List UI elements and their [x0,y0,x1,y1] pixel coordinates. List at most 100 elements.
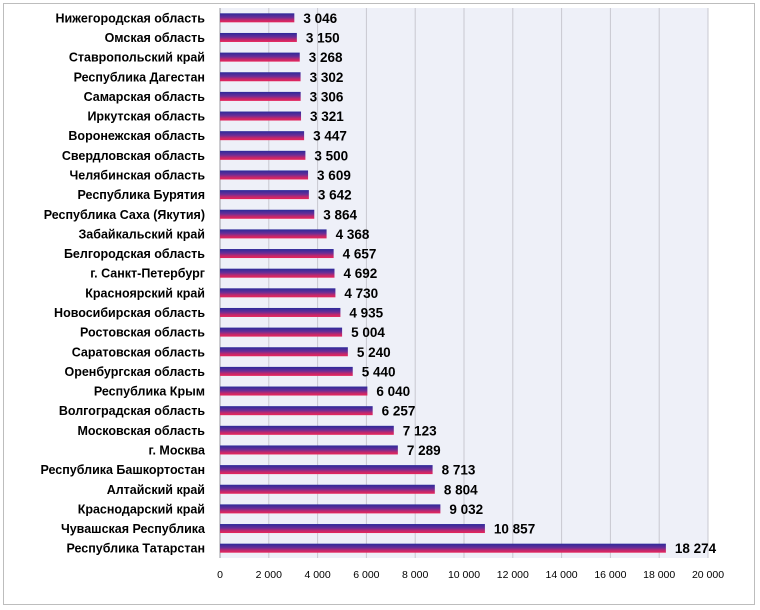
bar [220,504,441,514]
bar [220,543,666,553]
bar [220,386,368,396]
bar [220,524,485,534]
bar [220,13,295,23]
value-label: 8 713 [442,463,476,478]
bars [220,13,666,553]
bar [220,288,336,298]
bar [220,249,334,259]
category-label: Алтайский край [107,483,205,497]
x-tick-label: 14 000 [546,569,578,581]
category-label: Саратовская область [72,345,206,359]
x-axis-ticks: 0 2 000 4 000 6 000 8 000 10 000 12 000 14 000 1… [217,569,724,581]
category-label: Свердловская область [62,149,205,163]
bar [220,406,373,416]
value-label: 18 274 [675,541,717,556]
bar [220,170,309,180]
category-label: Волгоградская область [59,404,205,418]
value-label: 7 289 [407,443,441,458]
category-label: г. Москва [149,443,207,457]
bar [220,484,435,494]
x-tick-label: 18 000 [643,569,675,581]
category-label: Республика Крым [94,385,205,399]
x-tick-label: 0 [217,569,223,581]
value-labels: 3 046 3 150 3 268 3 302 3 306 3 321 3 447 3 500… [303,11,716,556]
bar [220,229,327,239]
x-tick-label: 12 000 [497,569,529,581]
bar [220,72,301,82]
category-label: Республика Бурятия [78,188,205,202]
category-label: Белгородская область [64,247,205,261]
value-label: 8 804 [444,482,478,497]
value-label: 3 268 [309,50,343,65]
bar [220,131,305,141]
value-label: 3 046 [303,11,337,26]
value-label: 4 657 [343,247,377,262]
bar [220,209,315,219]
value-label: 4 730 [344,286,378,301]
value-label: 3 150 [306,30,340,45]
bar [220,32,297,42]
category-label: Республика Башкортостан [40,463,205,477]
value-label: 3 500 [314,148,348,163]
value-label: 3 321 [310,109,344,124]
value-label: 5 240 [357,345,391,360]
category-label: Московская область [77,424,205,438]
bar [220,307,341,317]
value-label: 4 935 [349,305,383,320]
x-tick-label: 8 000 [402,569,428,581]
category-label: Ростовская область [80,326,205,340]
bar [220,150,306,160]
value-label: 10 857 [494,522,535,537]
x-tick-label: 10 000 [448,569,480,581]
value-label: 3 864 [323,207,357,222]
category-label: Краснодарский край [78,502,205,516]
bar [220,111,302,121]
x-tick-label: 6 000 [353,569,379,581]
value-label: 6 040 [376,384,410,399]
bar [220,366,353,376]
bar [220,445,398,455]
category-label: Воронежская область [68,129,205,143]
x-tick-label: 4 000 [304,569,330,581]
category-label: Новосибирская область [54,306,205,320]
value-label: 3 609 [317,168,351,183]
category-label: Челябинская область [69,168,205,182]
category-label: Забайкальский край [78,227,205,241]
value-label: 5 004 [351,325,385,340]
category-label: Республика Дагестан [74,70,205,84]
bar [220,91,301,101]
category-label: Ставропольский край [69,51,205,65]
value-label: 3 306 [310,89,344,104]
value-label: 4 692 [343,266,377,281]
category-label: Чувашская Республика [61,522,206,536]
value-label: 5 440 [362,364,396,379]
category-label: Омская область [105,31,206,45]
category-labels: Нижегородская область Омская область Ставр… [40,11,206,555]
category-label: Оренбургская область [64,365,205,379]
x-tick-label: 20 000 [692,569,724,581]
bar [220,425,394,435]
category-label: Красноярский край [85,286,205,300]
category-label: Самарская область [84,90,206,104]
bar [220,465,433,475]
category-label: Республика Саха (Якутия) [44,208,205,222]
value-label: 7 123 [403,423,437,438]
category-label: г. Санкт-Петербург [90,267,205,281]
bar [220,52,300,62]
x-tick-label: 16 000 [594,569,626,581]
category-label: Иркутская область [87,110,205,124]
bar [220,347,348,357]
bar [220,268,335,278]
category-label: Республика Татарстан [66,542,205,556]
value-label: 3 642 [318,188,352,203]
category-label: Нижегородская область [55,11,205,25]
value-label: 4 368 [336,227,370,242]
value-label: 3 447 [313,129,347,144]
value-label: 6 257 [382,404,416,419]
bar [220,190,309,200]
x-tick-label: 2 000 [256,569,282,581]
value-label: 9 032 [449,502,483,517]
value-label: 3 302 [310,70,344,85]
bar [220,327,343,337]
